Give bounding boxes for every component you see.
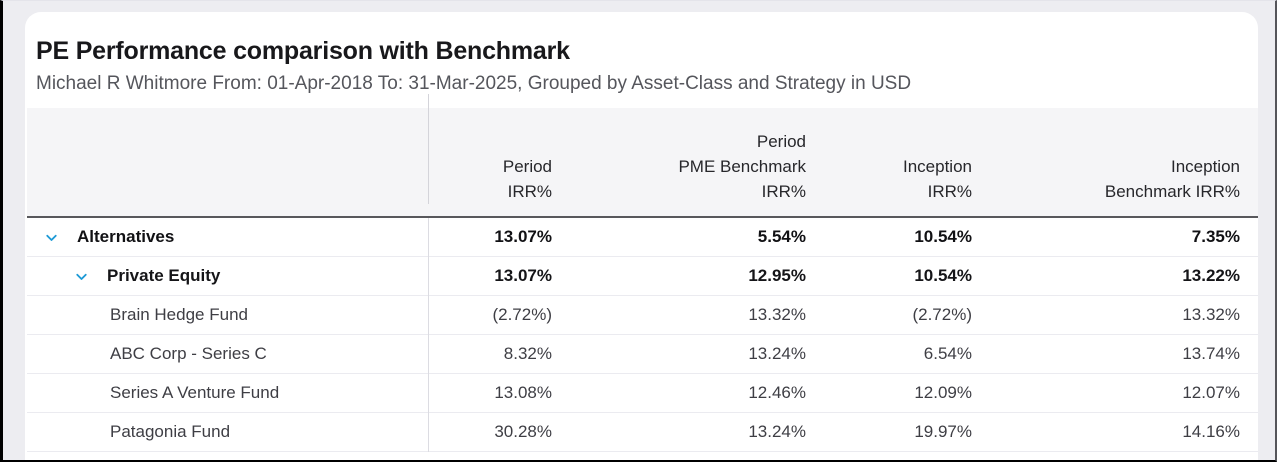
table-header-row: Period IRR% Period PME Benchmark IRR% In… bbox=[27, 94, 1258, 218]
cell-inception-irr: (2.72%) bbox=[912, 305, 972, 324]
column-header-inception-benchmark-irr: Inception Benchmark IRR% bbox=[1104, 157, 1240, 201]
table-row-alternatives: Alternatives 13.07% 5.54% 10.54% 7.35% bbox=[27, 217, 1258, 257]
row-label: ABC Corp - Series C bbox=[110, 344, 267, 363]
row-label: Private Equity bbox=[107, 266, 221, 285]
cell-inception-benchmark-irr: 13.32% bbox=[1182, 305, 1240, 324]
chevron-down-icon[interactable] bbox=[72, 267, 90, 285]
table-row-patagonia-fund: Patagonia Fund 30.28% 13.24% 19.97% 14.1… bbox=[27, 412, 1258, 452]
table-row-series-a-venture-fund: Series A Venture Fund 13.08% 12.46% 12.0… bbox=[27, 373, 1258, 413]
table-row-brain-hedge-fund: Brain Hedge Fund (2.72%) 13.32% (2.72%) … bbox=[27, 295, 1258, 335]
cell-period-irr: 13.07% bbox=[494, 227, 552, 246]
cell-period-pme-benchmark-irr: 12.46% bbox=[748, 383, 806, 402]
cell-inception-irr: 6.54% bbox=[923, 344, 972, 363]
cell-inception-benchmark-irr: 14.16% bbox=[1182, 422, 1240, 441]
table-row-abc-corp-series-c: ABC Corp - Series C 8.32% 13.24% 6.54% 1… bbox=[27, 334, 1258, 374]
cell-period-pme-benchmark-irr: 5.54% bbox=[757, 227, 806, 246]
cell-inception-benchmark-irr: 7.35% bbox=[1191, 227, 1240, 246]
chevron-down-icon[interactable] bbox=[42, 228, 60, 246]
cell-inception-irr: 12.09% bbox=[914, 383, 972, 402]
row-label: Patagonia Fund bbox=[110, 422, 231, 441]
column-header-period-pme-benchmark-irr: Period PME Benchmark IRR% bbox=[678, 132, 806, 201]
cell-period-irr: 13.07% bbox=[494, 266, 552, 285]
table-row-private-equity: Private Equity 13.07% 12.95% 10.54% 13.2… bbox=[27, 256, 1258, 296]
performance-table: Period IRR% Period PME Benchmark IRR% In… bbox=[27, 94, 1258, 452]
cell-inception-irr: 10.54% bbox=[914, 227, 972, 246]
report-subtitle: Michael R Whitmore From: 01-Apr-2018 To:… bbox=[36, 73, 912, 94]
column-header-inception-irr: Inception IRR% bbox=[903, 157, 972, 201]
cell-period-irr: 30.28% bbox=[494, 422, 552, 441]
row-label: Series A Venture Fund bbox=[110, 383, 280, 402]
cell-period-pme-benchmark-irr: 13.24% bbox=[748, 344, 806, 363]
cell-period-pme-benchmark-irr: 13.24% bbox=[748, 422, 806, 441]
cell-inception-benchmark-irr: 12.07% bbox=[1182, 383, 1240, 402]
table-body: Alternatives 13.07% 5.54% 10.54% 7.35% P… bbox=[27, 217, 1258, 452]
page-title: PE Performance comparison with Benchmark bbox=[36, 37, 570, 65]
report-card: PE Performance comparison with Benchmark… bbox=[25, 12, 1258, 460]
cell-inception-benchmark-irr: 13.74% bbox=[1182, 344, 1240, 363]
row-label: Brain Hedge Fund bbox=[110, 305, 248, 324]
cell-inception-irr: 19.97% bbox=[914, 422, 972, 441]
cell-inception-irr: 10.54% bbox=[914, 266, 972, 285]
column-header-period-irr: Period IRR% bbox=[428, 94, 570, 204]
cell-period-pme-benchmark-irr: 12.95% bbox=[748, 266, 806, 285]
cell-period-pme-benchmark-irr: 13.32% bbox=[748, 305, 806, 324]
cell-period-irr: (2.72%) bbox=[492, 305, 552, 324]
cell-period-irr: 8.32% bbox=[503, 344, 552, 363]
cell-period-irr: 13.08% bbox=[494, 383, 552, 402]
row-label: Alternatives bbox=[77, 227, 175, 246]
cell-inception-benchmark-irr: 13.22% bbox=[1182, 266, 1240, 285]
